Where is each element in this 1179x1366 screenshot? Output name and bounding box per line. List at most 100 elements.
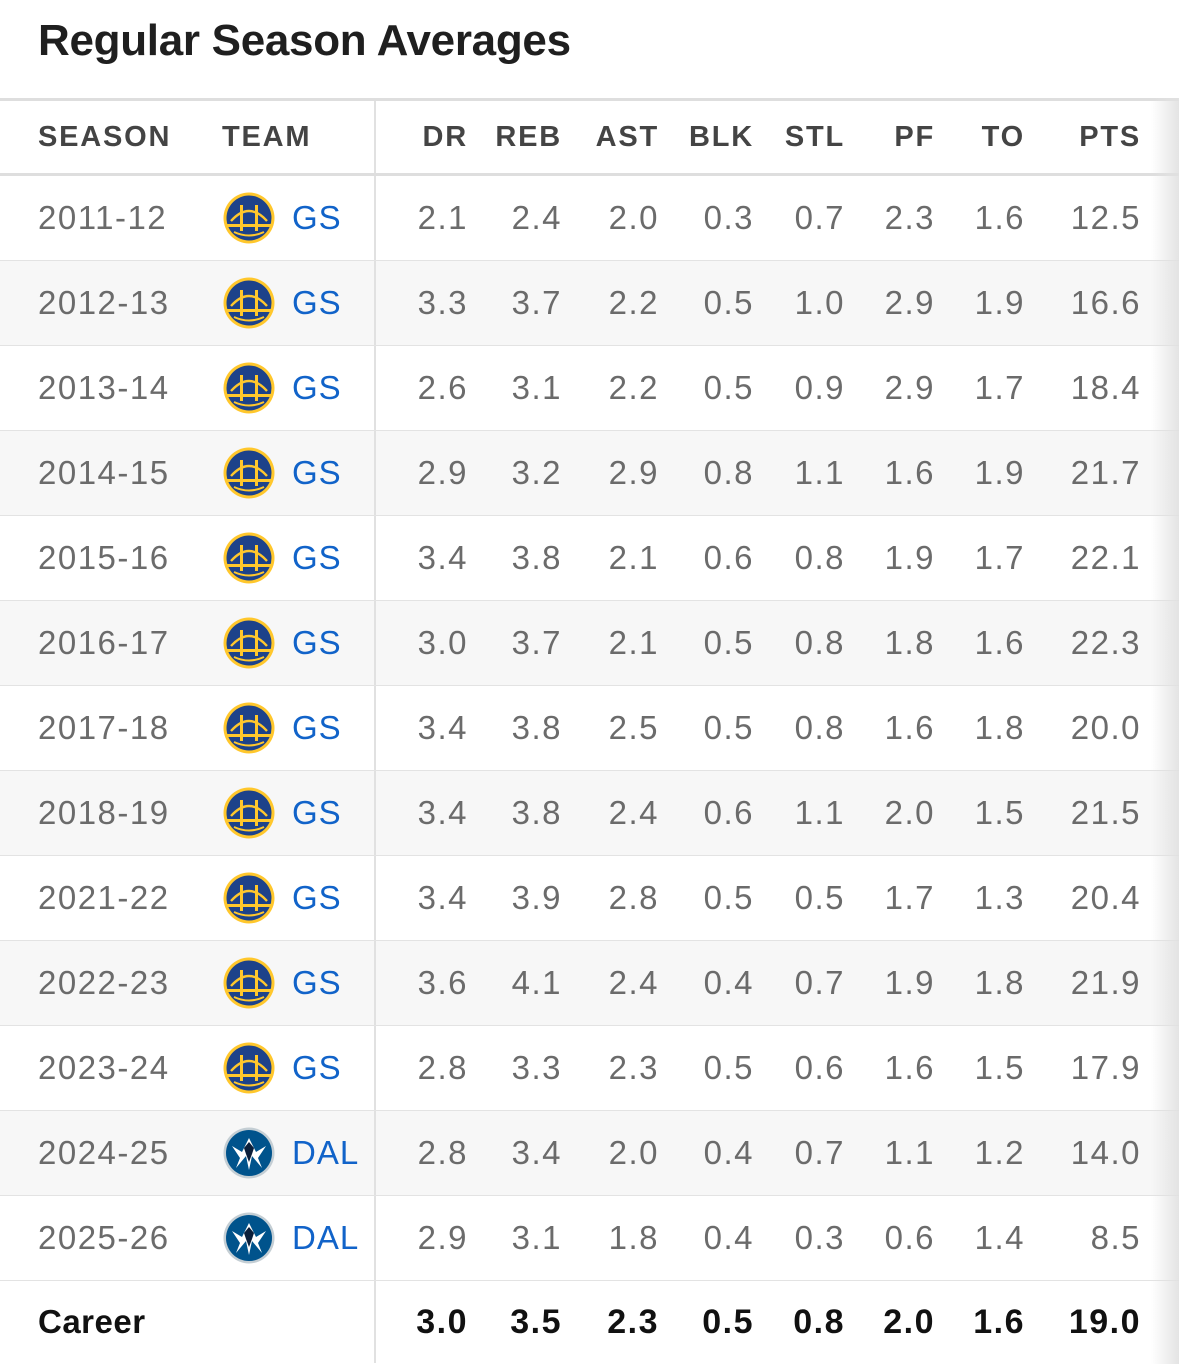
- stat-to: 1.7: [974, 369, 1025, 406]
- stat-blk: 0.5: [703, 709, 754, 746]
- warriors-logo-icon: [223, 872, 275, 924]
- warriors-logo-icon: [223, 192, 275, 244]
- stat-to: 1.9: [974, 454, 1025, 491]
- team-link[interactable]: GS: [222, 601, 342, 685]
- stat-to: 1.3: [974, 879, 1025, 916]
- team-abbreviation[interactable]: GS: [292, 369, 342, 406]
- header-team[interactable]: TEAM: [222, 120, 312, 153]
- stat-dr: 3.4: [417, 709, 468, 746]
- header-pf[interactable]: PF: [894, 120, 935, 153]
- warriors-logo-icon: [223, 277, 275, 329]
- team-abbreviation[interactable]: GS: [292, 539, 342, 576]
- career-stl: 0.8: [793, 1302, 845, 1341]
- stat-blk: 0.6: [703, 794, 754, 831]
- team-link[interactable]: GS: [222, 261, 342, 345]
- frozen-column-divider: [374, 176, 376, 260]
- header-pts[interactable]: PTS: [1079, 120, 1141, 153]
- stat-to: 1.7: [974, 539, 1025, 576]
- stat-pts: 18.4: [1070, 369, 1141, 406]
- team-abbreviation[interactable]: GS: [292, 964, 342, 1001]
- stat-dr: 3.4: [417, 879, 468, 916]
- stat-to: 1.2: [974, 1134, 1025, 1171]
- stat-stl: 0.7: [794, 199, 845, 236]
- team-abbreviation[interactable]: GS: [292, 794, 342, 831]
- table-row: 2011-12 GS 2.1 2.4 2.0 0.3 0.7 2.3 1.6 12.5: [0, 176, 1179, 261]
- stat-pf: 1.9: [884, 964, 935, 1001]
- team-link[interactable]: GS: [222, 771, 342, 855]
- stat-dr: 3.6: [417, 964, 468, 1001]
- table-body: 2011-12 GS 2.1 2.4 2.0 0.3 0.7 2.3 1.6 12.5 2012-1…: [0, 176, 1179, 1281]
- stat-stl: 0.8: [794, 709, 845, 746]
- stat-pf: 0.6: [884, 1219, 935, 1256]
- stat-stl: 1.1: [794, 794, 845, 831]
- team-abbreviation[interactable]: GS: [292, 709, 342, 746]
- header-ast[interactable]: AST: [595, 120, 659, 153]
- header-blk[interactable]: BLK: [688, 120, 754, 153]
- stat-blk: 0.3: [703, 199, 754, 236]
- stat-ast: 2.0: [608, 199, 659, 236]
- frozen-column-divider: [374, 1111, 376, 1195]
- stat-dr: 2.1: [417, 199, 468, 236]
- header-reb[interactable]: REB: [495, 120, 562, 153]
- frozen-column-divider: [374, 686, 376, 770]
- season-cell: 2021-22: [38, 879, 170, 916]
- stat-stl: 1.1: [794, 454, 845, 491]
- team-link[interactable]: DAL: [222, 1196, 359, 1280]
- team-abbreviation[interactable]: GS: [292, 879, 342, 916]
- warriors-logo-icon: [223, 957, 275, 1009]
- stat-dr: 2.9: [417, 454, 468, 491]
- stat-dr: 2.6: [417, 369, 468, 406]
- page-title: Regular Season Averages: [38, 16, 571, 65]
- career-label: Career: [38, 1303, 146, 1340]
- stat-to: 1.9: [974, 284, 1025, 321]
- stat-blk: 0.5: [703, 1049, 754, 1086]
- header-dr[interactable]: DR: [422, 120, 468, 153]
- stat-ast: 2.2: [608, 369, 659, 406]
- frozen-column-divider: [374, 261, 376, 345]
- team-abbreviation[interactable]: GS: [292, 454, 342, 491]
- stat-pts: 8.5: [1090, 1219, 1141, 1256]
- frozen-column-divider: [374, 856, 376, 940]
- season-cell: 2022-23: [38, 964, 170, 1001]
- career-pf: 2.0: [883, 1302, 935, 1341]
- table-row: 2021-22 GS 3.4 3.9 2.8 0.5 0.5 1.7 1.3 20.4: [0, 856, 1179, 941]
- team-abbreviation[interactable]: GS: [292, 624, 342, 661]
- header-season[interactable]: SEASON: [38, 120, 172, 153]
- stat-stl: 1.0: [794, 284, 845, 321]
- stat-stl: 0.5: [794, 879, 845, 916]
- team-link[interactable]: GS: [222, 346, 342, 430]
- header-stl[interactable]: STL: [784, 120, 845, 153]
- team-link[interactable]: GS: [222, 1026, 342, 1110]
- team-link[interactable]: GS: [222, 431, 342, 515]
- stat-ast: 2.2: [608, 284, 659, 321]
- team-abbreviation[interactable]: DAL: [292, 1219, 360, 1256]
- team-link[interactable]: DAL: [222, 1111, 359, 1195]
- stat-reb: 3.3: [511, 1049, 562, 1086]
- team-abbreviation[interactable]: GS: [292, 1049, 342, 1086]
- table-row: 2012-13 GS 3.3 3.7 2.2 0.5 1.0 2.9 1.9 16.6: [0, 261, 1179, 346]
- stat-dr: 2.8: [417, 1049, 468, 1086]
- stat-reb: 2.4: [511, 199, 562, 236]
- team-link[interactable]: GS: [222, 176, 342, 260]
- table-row: 2017-18 GS 3.4 3.8 2.5 0.5 0.8 1.6 1.8 20.0: [0, 686, 1179, 771]
- stat-pf: 1.9: [884, 539, 935, 576]
- stat-dr: 3.4: [417, 794, 468, 831]
- mavericks-logo-icon: [223, 1212, 275, 1264]
- team-link[interactable]: GS: [222, 856, 342, 940]
- stat-stl: 0.3: [794, 1219, 845, 1256]
- team-link[interactable]: GS: [222, 686, 342, 770]
- team-abbreviation[interactable]: DAL: [292, 1134, 360, 1171]
- team-abbreviation[interactable]: GS: [292, 284, 342, 321]
- stat-pf: 1.6: [884, 1049, 935, 1086]
- team-link[interactable]: GS: [222, 941, 342, 1025]
- stat-dr: 3.4: [417, 539, 468, 576]
- stat-blk: 0.6: [703, 539, 754, 576]
- table-row: 2015-16 GS 3.4 3.8 2.1 0.6 0.8 1.9 1.7 22.1: [0, 516, 1179, 601]
- header-to[interactable]: TO: [981, 120, 1025, 153]
- stat-to: 1.5: [974, 1049, 1025, 1086]
- team-link[interactable]: GS: [222, 516, 342, 600]
- stat-stl: 0.7: [794, 1134, 845, 1171]
- frozen-column-divider: [374, 346, 376, 430]
- team-abbreviation[interactable]: GS: [292, 199, 342, 236]
- stat-stl: 0.6: [794, 1049, 845, 1086]
